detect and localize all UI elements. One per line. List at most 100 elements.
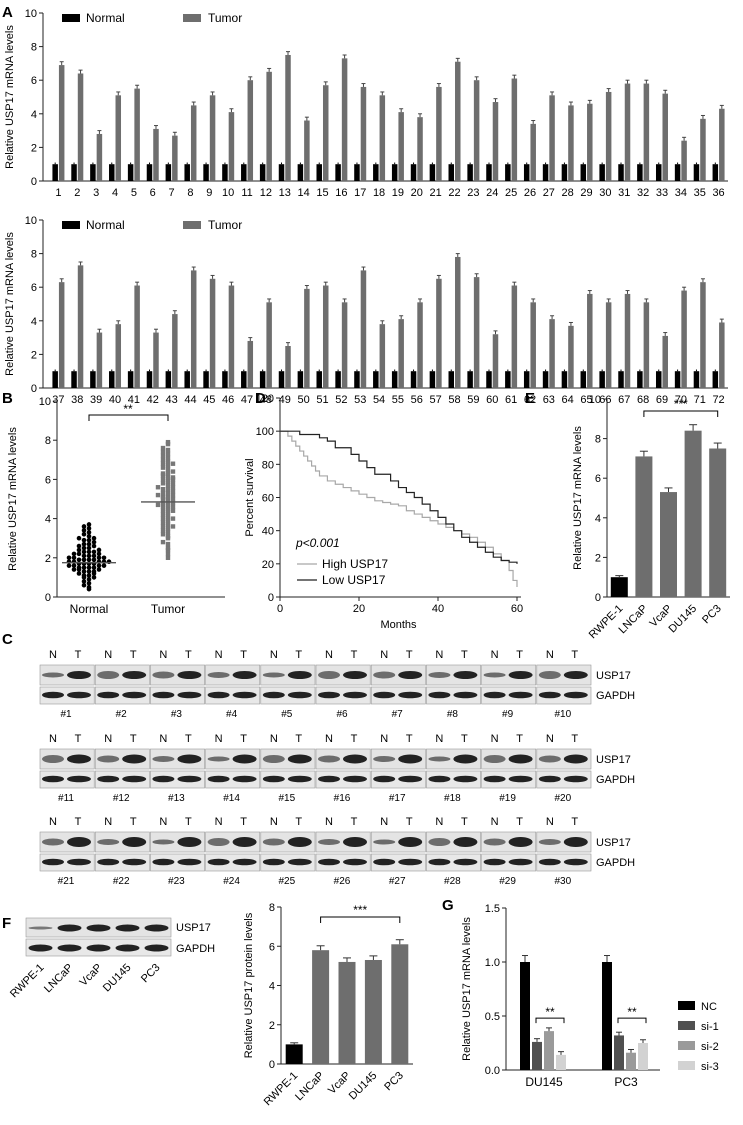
blot-frame-gapdh [481,686,537,705]
band-usp17-n [152,839,175,845]
bar-normal [391,164,398,181]
lane-label-n: N [270,649,278,661]
x-tick-label: 6 [150,187,156,199]
point-normal [91,575,97,580]
x-tick-label: PC3 [700,603,724,627]
sample-label: #3 [171,709,183,720]
y-tick-label: 8 [269,902,275,914]
sample-label: #27 [389,876,406,887]
bar-tumor [398,112,404,181]
blot-frame-gapdh [315,770,371,789]
point-tumor [165,502,171,508]
p-value: p<0.001 [295,536,340,550]
blot-frame-gapdh [536,853,592,872]
point-tumor [160,461,166,466]
x-tick-label: PC3 [382,1070,406,1094]
legend-swatch [678,1061,695,1070]
bar-normal [127,371,134,388]
sample-label: #21 [58,876,75,887]
band-gapdh-t [177,775,202,783]
band-gapdh-t [453,691,478,699]
point-normal [71,551,77,557]
bar-normal [542,371,549,388]
band-gapdh-n [152,858,175,866]
band-gapdh-n [373,858,396,866]
point-normal [76,565,82,570]
bar-normal [297,164,304,181]
band-usp17 [86,924,111,932]
x-tick-label: DU145 [667,603,700,636]
x-tick-label: 71 [694,394,706,406]
point-normal [86,530,92,535]
point-normal [81,557,87,563]
lane-label-n: N [435,816,443,828]
bar-tumor [436,86,442,181]
point-tumor [170,492,176,498]
lane-label-n: N [546,733,554,745]
band-usp17-n [97,671,120,679]
bar-tumor [511,285,518,388]
bar-normal [146,371,153,388]
blot-frame-gapdh [370,686,426,705]
y-tick-label: 4 [269,981,275,993]
lane-label-n: N [546,816,554,828]
point-normal [101,555,107,561]
band-gapdh-t [122,858,147,866]
blot-frame-gapdh [481,853,537,872]
panel-label-c: C [2,631,13,648]
point-tumor [160,508,166,513]
lane-label-n: N [435,649,443,661]
bar-tumor [587,293,593,388]
bar-normal [146,164,153,181]
bar-tumor [379,324,386,388]
point-tumor [160,457,166,462]
point-normal [86,569,92,574]
bar-normal [561,371,568,388]
blot-frame-gapdh [315,686,371,705]
bar-normal [203,164,209,181]
y-tick-label: 2 [269,1020,275,1032]
sample-label: #19 [499,793,516,804]
band-gapdh-t [453,858,478,866]
point-tumor [165,475,171,480]
bar-tumor [436,278,442,388]
bar-tumor [700,118,706,181]
band-usp17-n [483,838,506,846]
panel-label-g: G [442,897,454,914]
point-tumor [155,485,161,490]
bar-tumor [209,278,216,388]
lane-label: DU145 [101,962,134,995]
lane-label-n: N [325,649,333,661]
lane-label-n: N [104,816,112,828]
band-gapdh-t [287,691,312,699]
x-tick-label: 62 [524,394,536,406]
band-label-usp17: USP17 [176,922,211,934]
point-normal [71,555,77,561]
bar-normal [222,164,228,181]
band-gapdh-t [343,858,367,866]
point-normal [91,553,97,559]
band-gapdh-n [538,858,561,866]
lane-label-n: N [270,733,278,745]
lane-label-t: T [295,649,302,661]
lane-label-t: T [516,733,523,745]
sample-label: #12 [113,793,130,804]
bar-tumor [134,285,140,388]
sample-label: #24 [223,876,240,887]
bar-normal [354,164,360,181]
band-usp17-n [373,671,396,679]
band-gapdh-n [483,858,506,866]
blot-frame-gapdh [315,853,371,872]
point-normal [96,547,102,553]
significance-stars: ** [545,1005,555,1019]
band-usp17-t [287,671,312,679]
chart-d-survival: 0 20 40 60 80 100 120 Percent survival 0 20 40 60 Mo… [244,393,523,631]
y-tick-label: 10 [25,8,37,20]
band-gapdh-n [373,691,396,699]
bar-tumor [455,256,461,388]
sample-label: #18 [444,793,461,804]
bar-normal [429,164,436,181]
lane-label-t: T [406,649,413,661]
